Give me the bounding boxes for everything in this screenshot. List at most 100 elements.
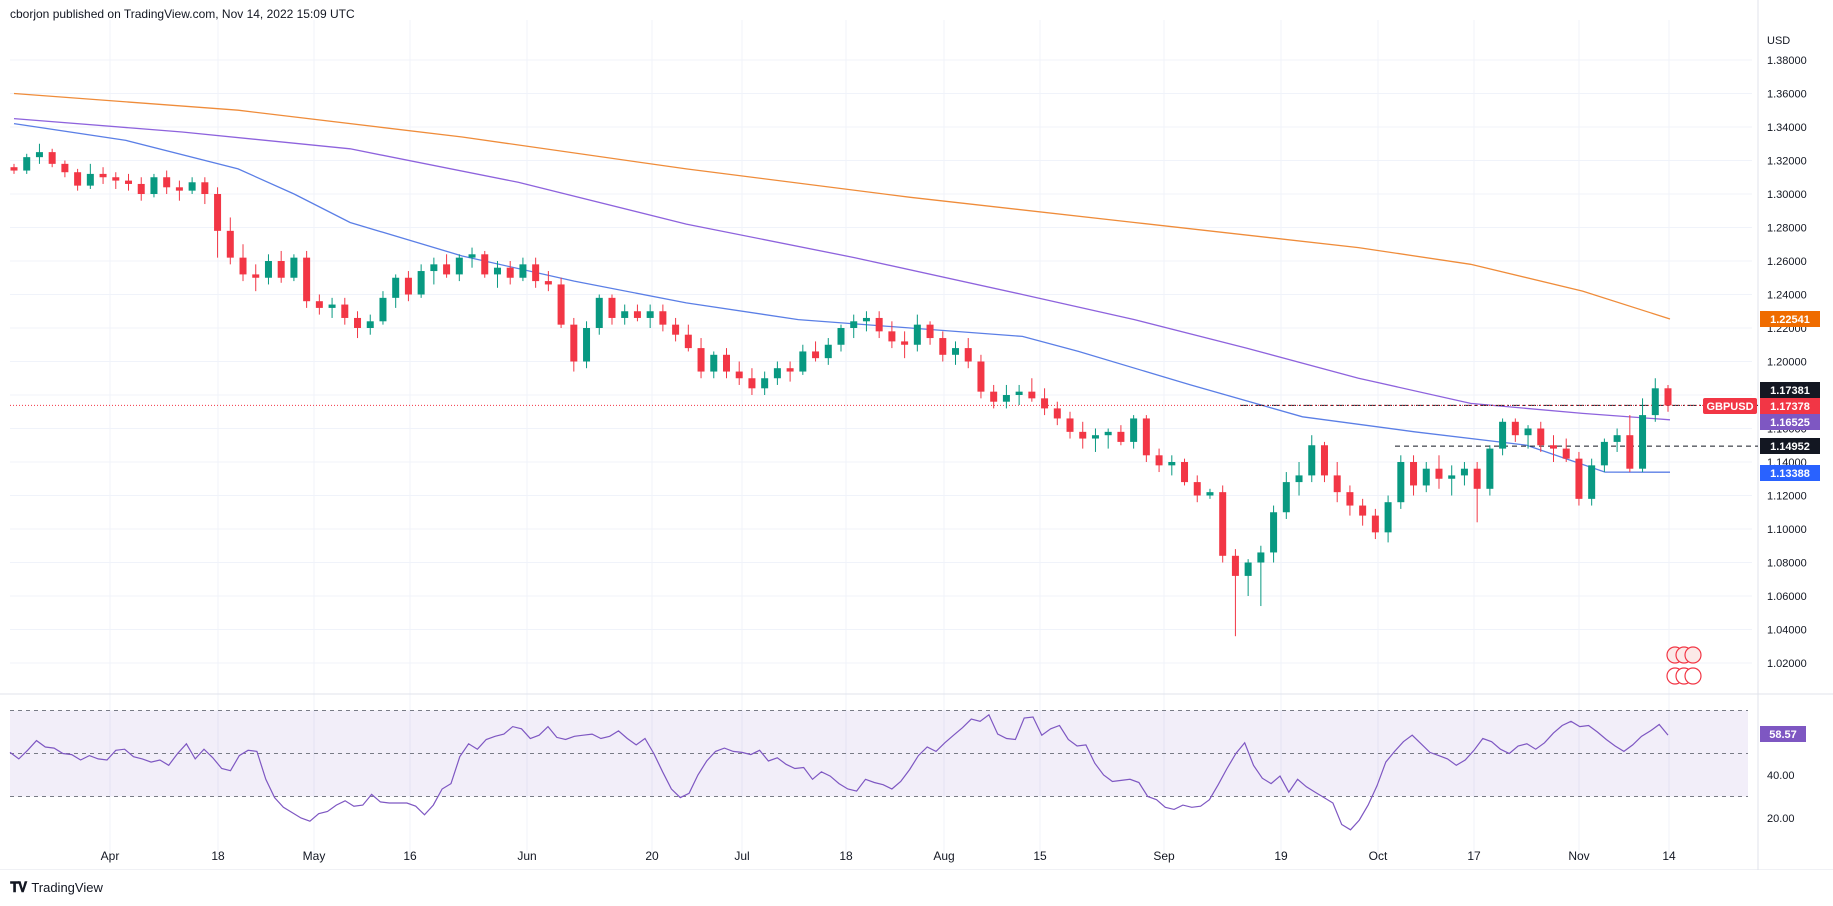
candle-body <box>1079 431 1087 439</box>
candle <box>112 172 120 189</box>
candle <box>1206 488 1214 499</box>
candle-body <box>328 304 336 308</box>
rsi-value-label: 58.57 <box>1760 726 1806 742</box>
price-label-bg <box>1760 382 1820 398</box>
candle-body <box>1448 475 1456 479</box>
candle <box>163 170 171 194</box>
candle-body <box>150 177 158 194</box>
candle-body <box>74 172 82 186</box>
x-tick-label: Jul <box>734 849 749 863</box>
candle <box>939 331 947 362</box>
moving-average-line <box>13 122 1671 473</box>
candle <box>468 247 476 268</box>
candle-body <box>341 304 349 318</box>
candle <box>506 261 514 285</box>
candle <box>608 294 616 325</box>
candle-body <box>977 361 985 392</box>
x-tick-label: Apr <box>101 849 120 863</box>
candle-body <box>277 261 285 278</box>
candle-body <box>1206 492 1214 496</box>
candle-body <box>1181 462 1189 483</box>
price-axis: 1.38000 1.36000 1.34000 1.32000 1.30000 1.280… <box>1760 35 1820 825</box>
candle <box>862 311 870 332</box>
candle <box>61 160 69 178</box>
candle-body <box>468 254 476 258</box>
candle-body <box>61 163 69 173</box>
candle <box>1270 505 1278 563</box>
price-label-text: 1.22541 <box>1770 314 1810 326</box>
y-tick-label: 1.24000 <box>1767 290 1807 302</box>
candle-body <box>366 321 374 328</box>
candle <box>1308 435 1316 483</box>
x-tick-label: 15 <box>1033 849 1047 863</box>
moving-average-line <box>13 117 1671 421</box>
price-axis-label: 1.13388 <box>1760 465 1820 481</box>
candle <box>1091 428 1099 452</box>
candle-body <box>1142 418 1150 456</box>
y-tick-label: 1.26000 <box>1767 256 1807 268</box>
candle <box>366 314 374 335</box>
tradingview-logo[interactable]: 𝐓𝐕 TradingView <box>10 879 103 896</box>
tradingview-icon: 𝐓𝐕 <box>10 879 27 895</box>
candle <box>239 244 247 282</box>
candle <box>633 304 641 322</box>
candle-body <box>1422 468 1430 486</box>
candle <box>379 291 387 325</box>
candle <box>1460 462 1468 486</box>
candle <box>557 277 565 328</box>
candle <box>137 177 145 201</box>
rsi-tick-label: 40.00 <box>1767 770 1795 782</box>
candle-body <box>1460 468 1468 476</box>
candle <box>1117 425 1125 446</box>
candle-body <box>939 338 947 355</box>
price-axis-label: 1.17381 <box>1760 382 1820 398</box>
candle <box>481 250 489 278</box>
candle-body <box>163 177 171 188</box>
candle-body <box>1041 398 1049 409</box>
x-tick-label: 20 <box>645 849 659 863</box>
candle-body <box>964 348 972 362</box>
y-tick-label: 1.38000 <box>1767 55 1807 67</box>
candle <box>913 314 921 352</box>
candle-body <box>862 317 870 322</box>
candle-body <box>1613 435 1621 442</box>
candle <box>990 384 998 409</box>
candle <box>1384 495 1392 543</box>
x-tick-label: 14 <box>1662 849 1676 863</box>
candle-body <box>532 264 540 282</box>
candle <box>1028 378 1036 402</box>
candle-body <box>1664 388 1672 406</box>
candle <box>1295 462 1303 496</box>
candle <box>392 274 400 308</box>
candle-body <box>137 183 145 194</box>
candle-body <box>392 277 400 298</box>
y-tick-label: 1.02000 <box>1767 658 1807 670</box>
candle-body <box>1219 492 1227 556</box>
candle-body <box>1244 562 1252 576</box>
symbol-tag-bg <box>1703 398 1757 414</box>
candle-body <box>379 297 387 322</box>
candle-body <box>99 173 107 178</box>
candle <box>430 257 438 285</box>
candle-body <box>748 378 756 389</box>
y-tick-label: 1.12000 <box>1767 491 1807 503</box>
candle-body <box>722 354 730 372</box>
candle <box>850 314 858 339</box>
candle-body <box>1028 391 1036 399</box>
candle-body <box>125 180 133 184</box>
candle <box>1588 458 1596 506</box>
candle <box>646 304 654 328</box>
logo-text: TradingView <box>31 880 103 895</box>
candle <box>455 254 463 282</box>
candle <box>23 153 31 174</box>
candle <box>1422 462 1430 493</box>
price-label-bg <box>1760 398 1820 414</box>
candle-body <box>1193 482 1201 496</box>
candle-body <box>926 324 934 339</box>
candle <box>799 344 807 375</box>
x-tick-label: 18 <box>211 849 225 863</box>
candle-body <box>290 257 298 278</box>
rsi-line <box>9 713 1669 831</box>
candle <box>1549 435 1557 462</box>
price-chart[interactable]: GBPUSD 1.38000 1.36000 1.34000 1.32000 1.300… <box>0 0 1833 870</box>
